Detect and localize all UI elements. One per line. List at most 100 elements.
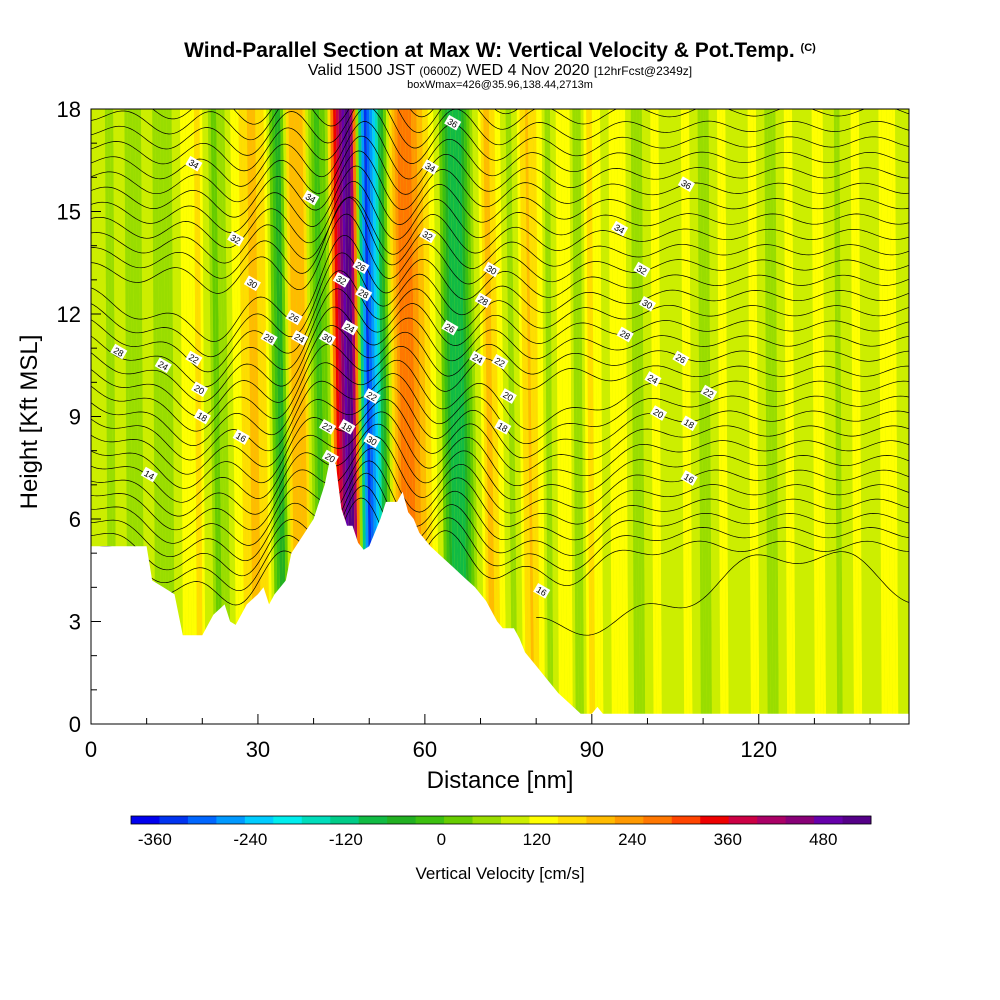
- field-strip: [630, 109, 637, 724]
- contour-label-text: 22: [320, 420, 334, 434]
- field-strip: [502, 109, 513, 724]
- theta-contour: [91, 109, 909, 172]
- field-strip: [769, 109, 777, 724]
- y-tick-label: 12: [57, 302, 81, 327]
- x-tick-label: 30: [246, 737, 270, 762]
- field-strip: [461, 109, 471, 724]
- field-strip: [742, 109, 749, 724]
- field-strip: [230, 109, 240, 724]
- contour-label: 20: [321, 449, 339, 466]
- contour-label-text: 32: [334, 273, 348, 287]
- contour-label: 32: [227, 230, 245, 247]
- field-strip: [544, 109, 551, 724]
- contour-label: 34: [185, 155, 203, 172]
- contour-label-bg: [110, 343, 128, 360]
- field-strip: [246, 109, 257, 724]
- contour-label-text: 26: [443, 321, 457, 335]
- contour-label-bg: [363, 432, 381, 449]
- field-strip: [719, 109, 726, 724]
- field-strip: [825, 109, 832, 724]
- field-strip: [575, 109, 582, 724]
- contour-label: 32: [332, 271, 350, 288]
- contour-label-bg: [419, 227, 437, 244]
- field-strip: [500, 109, 510, 724]
- field-strip: [714, 109, 721, 724]
- contour-label-text: 28: [476, 294, 490, 308]
- field-strip: [761, 109, 768, 724]
- field-strip: [764, 109, 771, 724]
- theta-contour: [91, 252, 909, 358]
- field-strip: [817, 109, 824, 724]
- contour-label: 26: [285, 309, 303, 326]
- field-strip: [850, 109, 857, 724]
- field-strip: [800, 109, 807, 724]
- contour-label: 28: [616, 326, 634, 343]
- contour-label-text: 26: [674, 352, 688, 366]
- theta-contour: [91, 197, 909, 279]
- field-strip: [806, 109, 813, 724]
- chart-title-text: Wind-Parallel Section at Max W: Vertical…: [184, 39, 795, 62]
- contour-label-text: 36: [679, 178, 693, 192]
- colorbar-swatch: [614, 816, 644, 824]
- field-strip: [255, 109, 265, 724]
- contour-label: 22: [318, 418, 337, 435]
- contour-label-bg: [474, 292, 492, 309]
- contour-label-text: 18: [340, 420, 354, 434]
- colorbar-swatch: [187, 816, 217, 824]
- x-tick-label: 120: [740, 737, 777, 762]
- field-strip: [463, 109, 474, 724]
- colorbar-tick-label: 360: [714, 830, 742, 849]
- field-strip: [730, 109, 738, 724]
- field-strip: [216, 109, 226, 724]
- colorbar-swatch: [131, 816, 160, 824]
- contour-label-bg: [260, 330, 278, 346]
- field-strip: [708, 109, 715, 724]
- contour-label: 18: [193, 408, 211, 425]
- theta-contour: [91, 196, 909, 264]
- field-strip: [163, 109, 170, 724]
- field-strip: [639, 109, 646, 724]
- contour-label: 20: [190, 381, 209, 398]
- field-strip: [861, 109, 868, 724]
- contour-label-text: 28: [112, 345, 126, 359]
- box-info: boxWmax=426@35.96,138.44,2713m: [407, 79, 593, 91]
- field-strip: [469, 109, 479, 724]
- field-strip: [527, 109, 538, 724]
- field-strip: [616, 109, 623, 724]
- field-strip: [477, 109, 488, 724]
- colorbar-swatch: [244, 816, 274, 824]
- field-strip: [881, 109, 888, 724]
- contour-label-bg: [363, 388, 381, 404]
- field-strip: [513, 109, 524, 724]
- contour-label: 36: [677, 176, 695, 193]
- field-strip: [611, 109, 618, 724]
- field-strip: [767, 109, 774, 724]
- field-strip: [897, 109, 904, 724]
- colorbar-tick-label: -360: [138, 830, 172, 849]
- contour-label-bg: [321, 449, 339, 466]
- contour-label-bg: [302, 189, 320, 206]
- field-strip: [755, 109, 763, 724]
- field-strip: [522, 109, 532, 724]
- field-strip: [889, 109, 896, 724]
- field-strip: [864, 109, 871, 724]
- contour-label: 18: [680, 415, 698, 432]
- field-strip: [555, 109, 562, 724]
- contour-label: 26: [441, 319, 459, 336]
- field-strip: [589, 109, 596, 724]
- theta-contour: [536, 551, 909, 636]
- contour-label-bg: [677, 176, 695, 193]
- y-axis-label: Height [Kft MSL]: [16, 334, 43, 510]
- contour-label-bg: [441, 319, 459, 336]
- contour-label-bg: [352, 258, 370, 275]
- field-strip: [483, 109, 493, 724]
- valid-date: WED 4 Nov 2020: [465, 62, 590, 79]
- contour-label: 28: [110, 343, 128, 360]
- field-strip: [577, 109, 585, 724]
- field-strip: [452, 109, 463, 724]
- field-strip: [627, 109, 635, 724]
- contour-label-text: 28: [357, 287, 371, 301]
- field-strip: [900, 109, 907, 724]
